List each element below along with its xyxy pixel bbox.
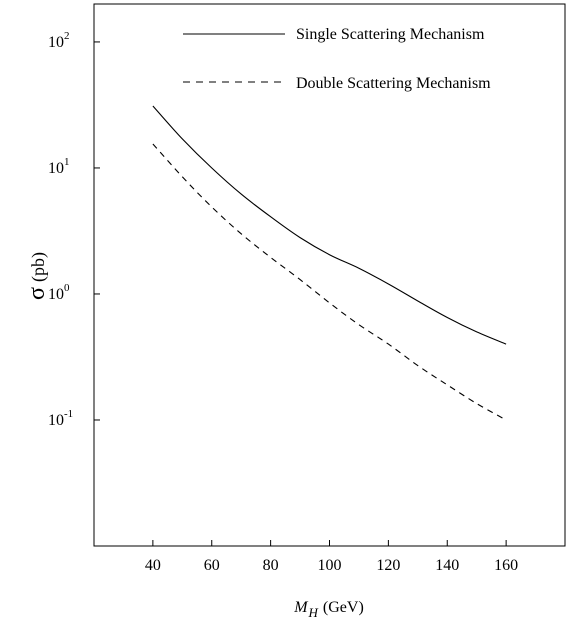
x-axis-title: MH (GeV) (293, 599, 364, 620)
y-tick-label: 101 (48, 156, 70, 177)
y-tick-base: 10 (48, 412, 64, 429)
y-tick-label: 100 (48, 282, 70, 303)
y-tick-label: 10-1 (48, 408, 73, 429)
x-tick-label: 120 (376, 557, 400, 574)
y-tick-exponent: 1 (64, 156, 70, 168)
y-axis-symbol: σ (24, 287, 50, 300)
y-tick-base: 10 (48, 286, 64, 303)
series-group (152, 105, 507, 421)
legend-label-single: Single Scattering Mechanism (296, 26, 485, 43)
y-tick-base: 10 (48, 160, 64, 177)
x-tick-label: 60 (204, 557, 220, 574)
series-line-single-scattering (152, 105, 507, 345)
y-tick-base: 10 (48, 34, 64, 51)
legend: Single Scattering Mechanism Double Scatt… (183, 26, 491, 92)
y-axis-unit: (pb) (28, 252, 49, 282)
x-axis-symbol: M (293, 599, 309, 616)
x-tick-label: 40 (145, 557, 161, 574)
legend-label-double: Double Scattering Mechanism (296, 75, 491, 92)
y-tick-exponent: 2 (64, 30, 70, 42)
x-tick-label: 80 (263, 557, 279, 574)
y-axis-title: σ (pb) (24, 252, 50, 300)
x-tick-label: 140 (435, 557, 459, 574)
x-axis-unit: (GeV) (323, 599, 364, 616)
x-tick-label: 160 (494, 557, 518, 574)
series-line-double-scattering (152, 143, 507, 421)
x-tick-label: 100 (318, 557, 342, 574)
y-tick-exponent: -1 (64, 408, 73, 420)
x-axis-subscript: H (308, 605, 319, 620)
y-tick-label: 102 (48, 30, 70, 51)
y-tick-exponent: 0 (64, 282, 70, 294)
